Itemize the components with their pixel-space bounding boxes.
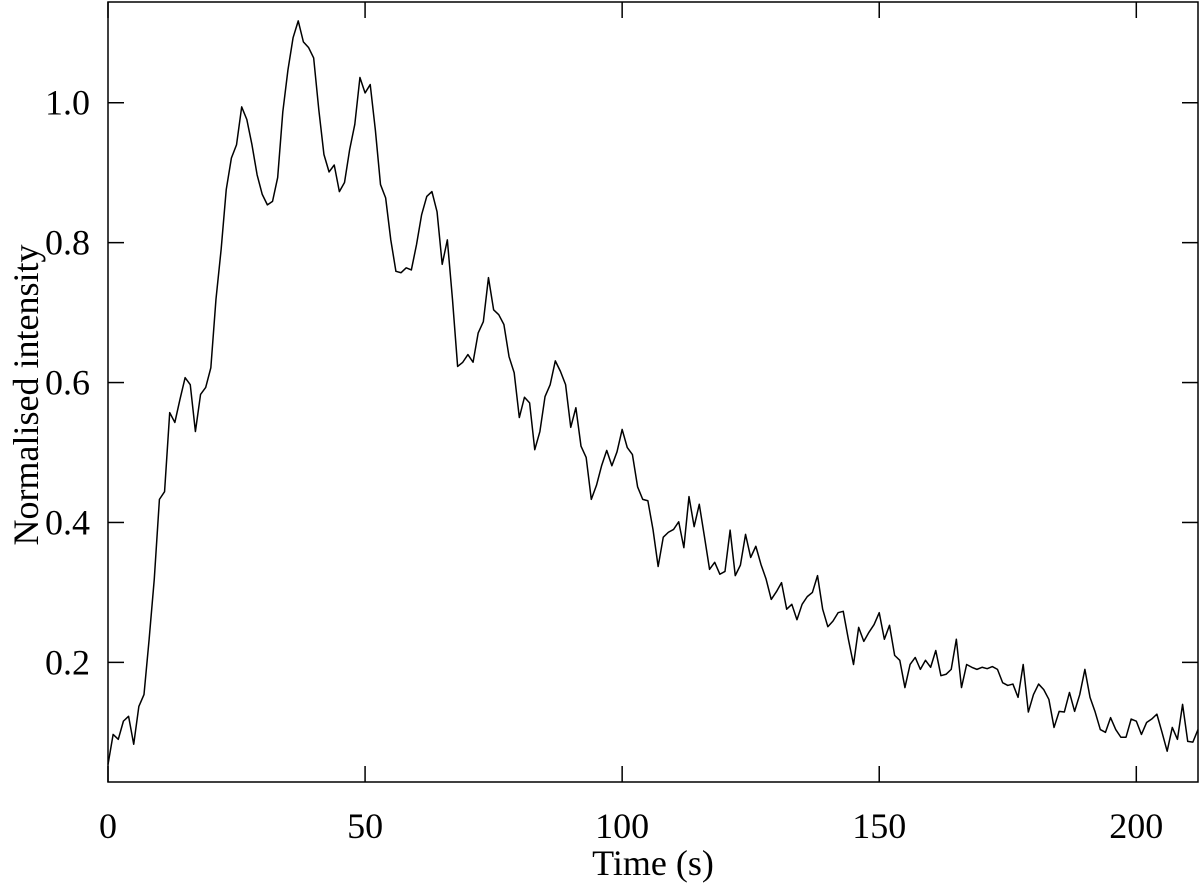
y-tick-label: 0.8 [45, 223, 90, 263]
plot-frame [107, 1, 1199, 783]
x-tick-label: 50 [347, 806, 383, 846]
x-axis-label: Time (s) [592, 843, 714, 883]
y-tick-label: 0.2 [45, 642, 90, 682]
x-tick-label: 0 [99, 806, 117, 846]
y-tick-label: 0.4 [45, 502, 90, 542]
x-tick-label: 200 [1109, 806, 1163, 846]
x-tick-label: 150 [852, 806, 906, 846]
y-tick-label: 0.6 [45, 363, 90, 403]
y-axis-label: Normalised intensity [6, 245, 46, 546]
data-line [107, 20, 1199, 765]
y-tick-label: 1.0 [45, 83, 90, 123]
x-tick-label: 100 [595, 806, 649, 846]
